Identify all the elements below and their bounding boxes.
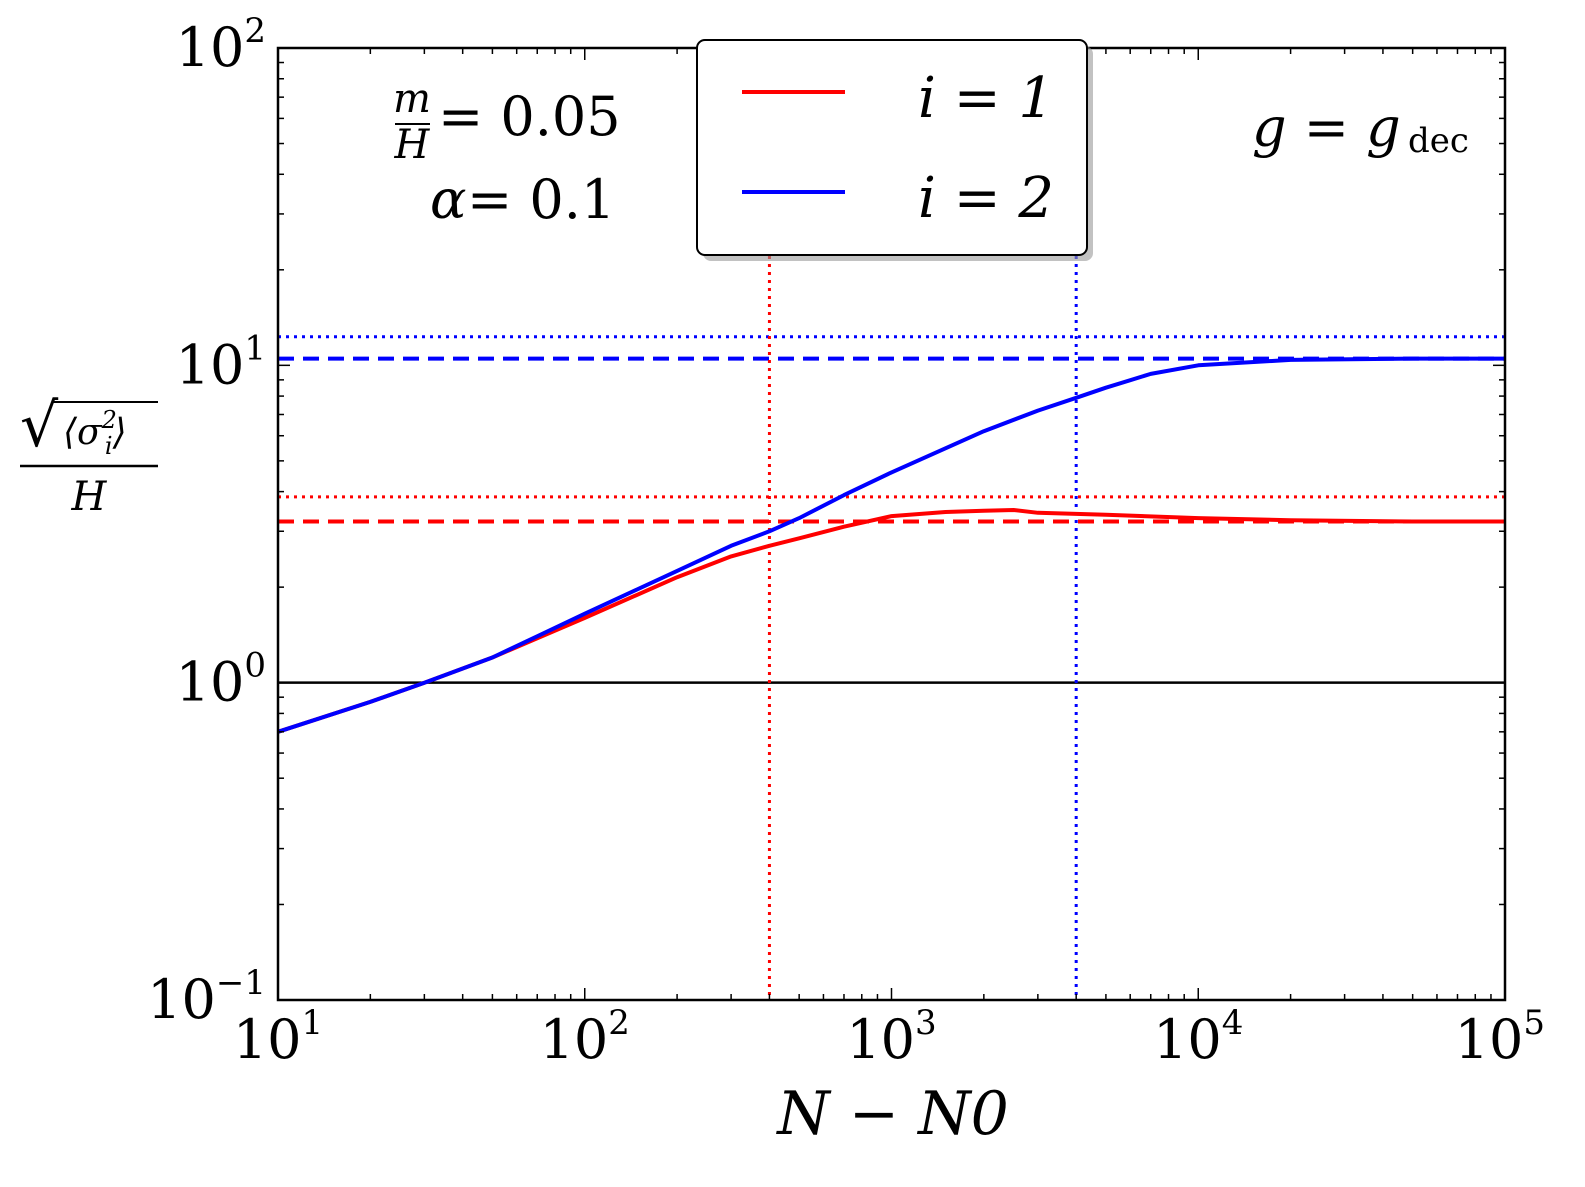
series-line-1 xyxy=(277,508,1505,734)
y-label-denominator: H xyxy=(71,474,108,520)
m-numerator: m xyxy=(393,76,431,122)
tick-labels: 101 102 103 104 105 10−1 100 101 102 xyxy=(147,11,1545,1071)
h-denominator: H xyxy=(394,122,431,168)
sigma-expression: ⟨σ2 i⟩ xyxy=(63,406,127,460)
g-subscript: dec xyxy=(1408,121,1469,161)
legend-label-i1: i = 1 xyxy=(918,66,1054,131)
x-tick-label: 103 xyxy=(846,1003,936,1071)
x-tick-label: 101 xyxy=(233,1003,323,1071)
y-tick-label: 10−1 xyxy=(147,963,266,1031)
g-equation: g = g xyxy=(1252,96,1401,159)
annotation-alpha: α = 0.1 xyxy=(430,168,615,231)
legend-label-i2: i = 2 xyxy=(918,166,1054,231)
annotation-g: g = g dec xyxy=(1252,96,1469,161)
x-tick-label: 102 xyxy=(540,1003,630,1071)
x-tick-label: 105 xyxy=(1455,1003,1545,1071)
legend: i = 1 i = 2 xyxy=(696,39,1093,261)
alpha-symbol: α xyxy=(430,168,466,231)
annotation-m-over-h: m H = 0.05 xyxy=(393,76,621,168)
y-tick-label: 101 xyxy=(176,328,266,396)
x-tick-label: 104 xyxy=(1153,1003,1243,1071)
y-tick-label: 100 xyxy=(176,646,266,714)
series-layer xyxy=(277,356,1505,734)
alpha-value: = 0.1 xyxy=(467,168,615,231)
y-tick-label: 102 xyxy=(176,11,266,79)
x-axis-label-text: N − N0 xyxy=(775,1079,1009,1149)
m-over-h-value: = 0.05 xyxy=(438,85,621,148)
series-line-2 xyxy=(277,356,1505,734)
x-axis-label: N − N0 xyxy=(775,1079,1009,1149)
reference-lines xyxy=(278,48,1505,1000)
y-axis-label: √ ⟨σ2 i⟩ H xyxy=(20,391,158,520)
